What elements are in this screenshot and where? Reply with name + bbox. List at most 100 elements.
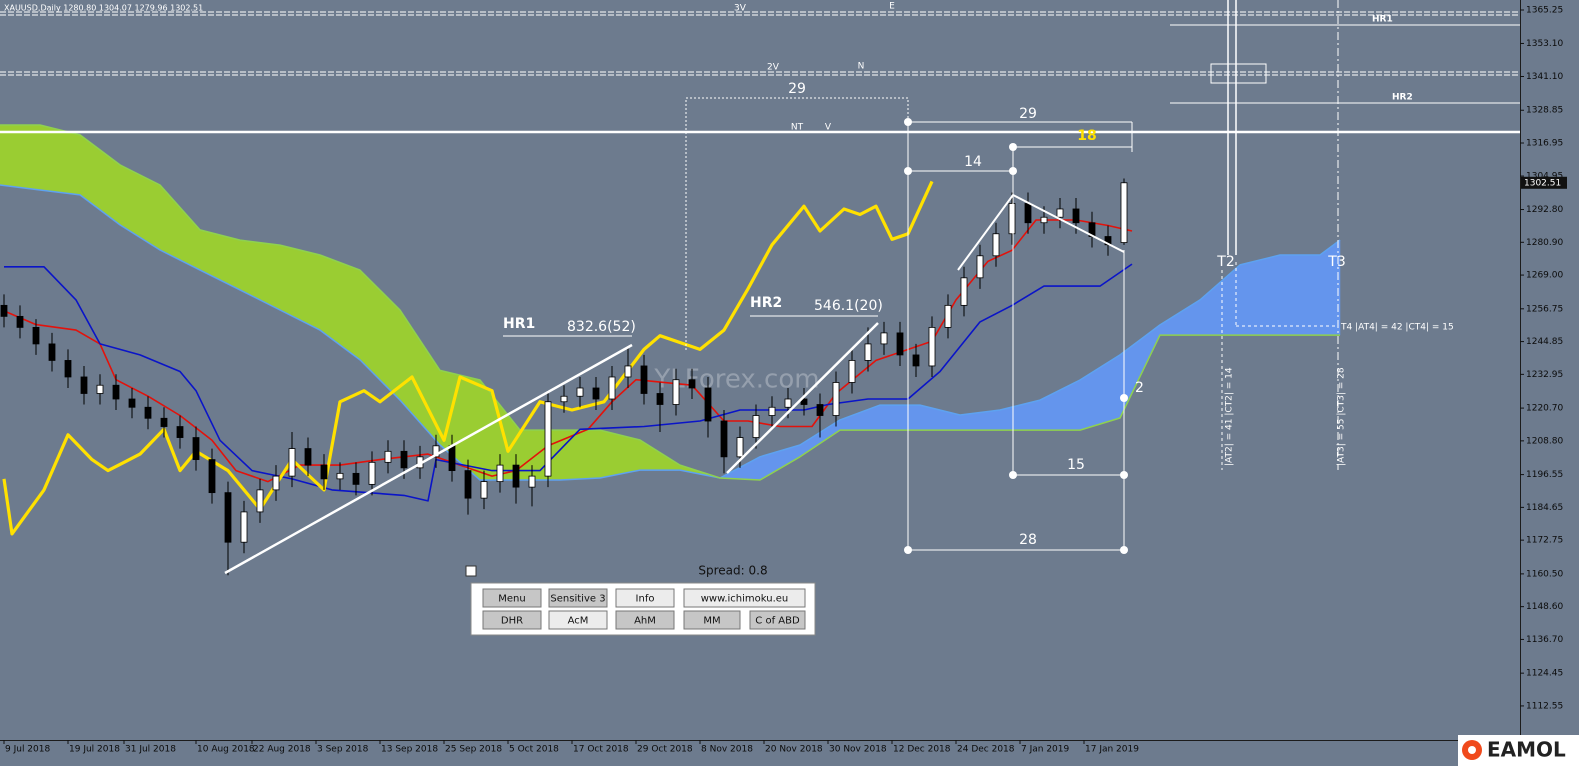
candle-body [1024, 203, 1032, 224]
x-tick-label: 12 Dec 2018 [893, 745, 951, 755]
y-tick-label: 1292.80 [1526, 205, 1563, 215]
candle-body [272, 475, 280, 491]
candle-body [752, 415, 760, 438]
candle-body [160, 417, 168, 427]
y-tick-label: 1112.55 [1526, 701, 1563, 711]
candle-body [16, 315, 24, 328]
x-tick-label: 7 Jan 2019 [1021, 745, 1069, 755]
candle-body [208, 459, 216, 494]
candle-body [864, 343, 872, 361]
candle-body [656, 393, 664, 405]
label: NT [791, 123, 804, 133]
candle-body [224, 492, 232, 543]
button-label[interactable]: www.ichimoku.eu [701, 594, 789, 605]
span-b [0, 124, 1340, 481]
label: 29 [1019, 106, 1037, 122]
cloud-segment [0, 124, 41, 191]
button[interactable]: Menu [482, 588, 542, 608]
candle-body [1120, 182, 1128, 243]
button-label[interactable]: AhM [634, 616, 656, 627]
button-face[interactable] [615, 610, 675, 630]
y-tick-label: 1328.85 [1526, 106, 1563, 116]
button-label[interactable]: Menu [498, 594, 525, 605]
x-tick-label: 9 Jul 2018 [5, 745, 50, 755]
button[interactable]: Sensitive 3 [548, 588, 608, 608]
y-tick-label: 1136.70 [1526, 635, 1563, 645]
x-tick-label: 31 Jul 2018 [125, 745, 176, 755]
label: 2V [767, 63, 780, 73]
candle-body [608, 376, 616, 400]
box [1210, 63, 1267, 84]
x-tick-label: 17 Oct 2018 [573, 745, 629, 755]
button[interactable]: AcM [548, 610, 608, 630]
y-tick-label: 1196.55 [1526, 470, 1563, 480]
panel-icon[interactable] [465, 565, 477, 577]
button[interactable]: Info [615, 588, 675, 608]
button-face[interactable] [683, 610, 741, 630]
candles [0, 178, 1128, 576]
candle-body [944, 304, 952, 328]
y-tick-label: 1160.50 [1526, 569, 1563, 579]
y-tick-label: 1172.75 [1526, 536, 1563, 546]
button-face[interactable] [482, 610, 542, 630]
y-tick-label: 1124.45 [1526, 669, 1563, 679]
candle-body [112, 384, 120, 400]
x-tick-label: 13 Sep 2018 [381, 745, 438, 755]
button-face[interactable] [683, 588, 806, 608]
y-tick-label: 1232.95 [1526, 370, 1563, 380]
button[interactable]: AhM [615, 610, 675, 630]
button-face[interactable] [749, 610, 806, 630]
y-tick-label: 1208.80 [1526, 436, 1563, 446]
button-face[interactable] [548, 610, 608, 630]
point [904, 167, 912, 175]
candle-body [896, 332, 904, 356]
button-label[interactable]: C of ABD [755, 616, 800, 627]
x-tick-label: 20 Nov 2018 [765, 745, 823, 755]
candle-body [688, 379, 696, 389]
button[interactable]: www.ichimoku.eu [683, 588, 806, 608]
button-label[interactable]: DHR [501, 616, 523, 627]
candle-body [464, 470, 472, 499]
candle-body [976, 255, 984, 279]
y-tick-label: 1304.95 [1526, 172, 1563, 182]
candle-body [560, 395, 568, 403]
candle-body [288, 448, 296, 477]
candle-body [704, 387, 712, 422]
label: 14 [964, 154, 982, 170]
x-tick-label: 24 Dec 2018 [957, 745, 1015, 755]
x-tick-label: 10 Aug 2018 [197, 745, 255, 755]
point [1120, 394, 1128, 402]
trend-line [957, 193, 1125, 271]
y-tick-label: 1256.75 [1526, 304, 1563, 314]
y-tick-label: 1353.10 [1526, 39, 1563, 49]
button-face[interactable] [548, 588, 608, 608]
button-face[interactable] [615, 588, 675, 608]
y-tick-label: 1316.95 [1526, 139, 1563, 149]
candle-body [800, 398, 808, 405]
button-face[interactable] [482, 588, 542, 608]
cloud-segment [1239, 254, 1281, 336]
button-label[interactable]: Sensitive 3 [550, 594, 605, 605]
candle-body [624, 365, 632, 378]
button-label[interactable]: Info [636, 594, 655, 605]
logo-text: EAMOL [1487, 738, 1566, 762]
candle-body [816, 404, 824, 416]
point [1009, 471, 1017, 479]
label: |AT3| = 55 |CT3| = 28 [1337, 367, 1347, 466]
y-tick-label: 1220.70 [1526, 404, 1563, 414]
y-tick-label: 1280.90 [1526, 238, 1563, 248]
candle-body [912, 354, 920, 367]
button-label[interactable]: MM [703, 616, 720, 627]
label: 546.1(20) [814, 298, 883, 314]
candle-body [0, 304, 8, 317]
candle-body [672, 379, 680, 405]
button[interactable]: C of ABD [749, 610, 806, 630]
button[interactable]: DHR [482, 610, 542, 630]
button-label[interactable]: AcM [568, 616, 589, 627]
label: 28 [1019, 532, 1037, 548]
candle-body [240, 511, 248, 543]
button[interactable]: MM [683, 610, 741, 630]
x-tick-label: 17 Jan 2019 [1085, 745, 1139, 755]
cloud [0, 124, 1341, 481]
